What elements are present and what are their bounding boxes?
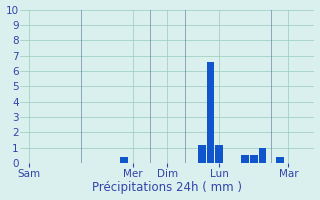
Bar — [241, 155, 249, 163]
Bar — [198, 145, 206, 163]
Bar — [215, 145, 223, 163]
X-axis label: Précipitations 24h ( mm ): Précipitations 24h ( mm ) — [92, 181, 242, 194]
Bar — [259, 148, 266, 163]
Bar — [120, 157, 128, 163]
Bar — [276, 157, 284, 163]
Bar — [250, 155, 258, 163]
Bar — [207, 62, 214, 163]
